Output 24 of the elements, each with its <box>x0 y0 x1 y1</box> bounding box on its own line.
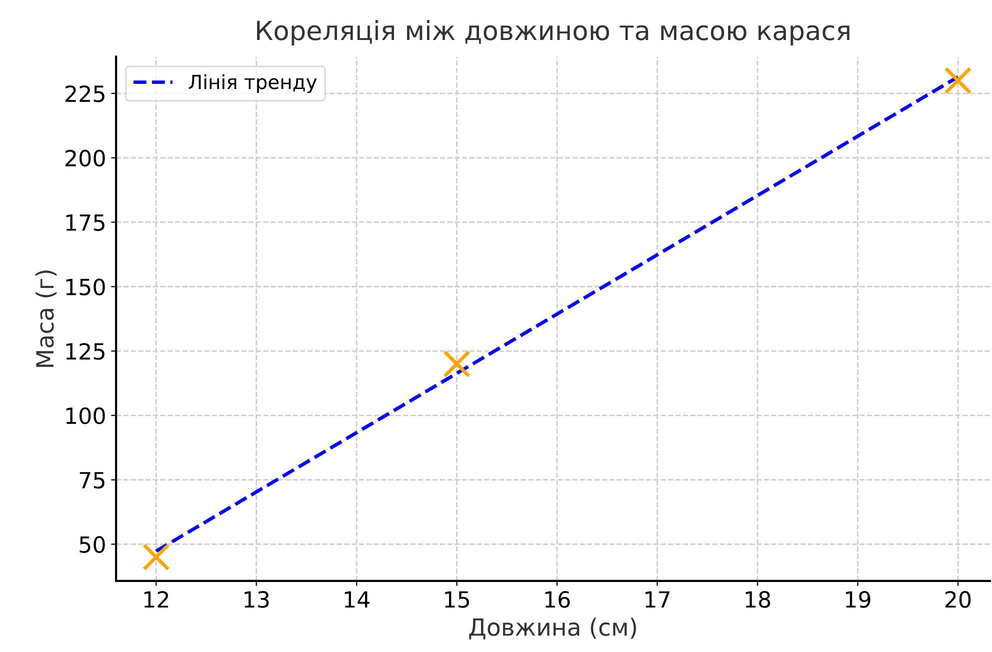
y-tick-label: 100 <box>66 407 105 424</box>
y-tick-label: 200 <box>66 150 105 167</box>
x-tick-label: 18 <box>746 591 770 608</box>
point <box>443 350 471 378</box>
x-tick-label: 17 <box>646 591 670 608</box>
y-tick-label: 175 <box>66 214 104 231</box>
legend-label: Лінія тренду <box>188 74 317 94</box>
y-tick-label: 125 <box>66 342 104 360</box>
y-tick-label: 225 <box>66 85 104 102</box>
x-tick-label: 16 <box>545 591 570 608</box>
y-tick-label: 50 <box>80 536 105 553</box>
x-tick-label: 15 <box>445 591 470 608</box>
point <box>944 66 972 94</box>
x-tick-label: 19 <box>846 591 870 608</box>
y-tick-label: 75 <box>80 472 104 489</box>
y-tick-label: 150 <box>66 278 105 296</box>
x-tick-label: 20 <box>945 591 971 608</box>
chart-title: Кореляція між довжиною та масою карася <box>257 20 850 46</box>
x-tick-label: 12 <box>144 591 168 608</box>
x-tick-label: 13 <box>244 591 269 608</box>
x-tick-label: 14 <box>344 591 370 608</box>
y-axis-title: Маса (г) <box>36 270 57 367</box>
point <box>142 543 170 571</box>
x-axis-title: Довжина (см) <box>469 618 636 640</box>
